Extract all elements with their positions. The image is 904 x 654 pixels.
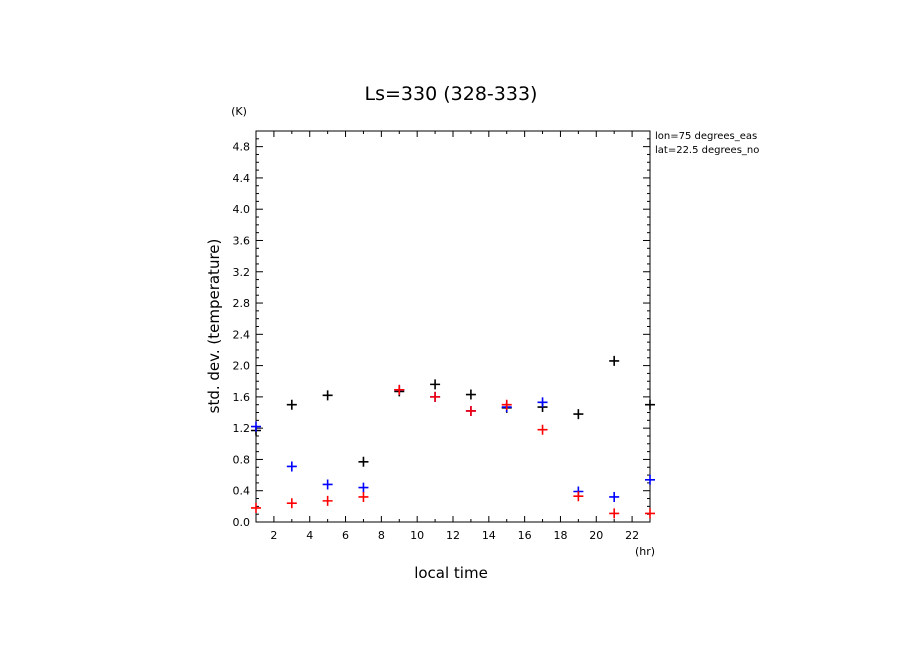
data-point [609, 355, 620, 366]
data-point [465, 405, 476, 416]
plot-frame [255, 130, 651, 523]
data-point [465, 389, 476, 400]
y-tick-label: 0.0 [233, 516, 251, 529]
x-axis-label: local time [414, 564, 488, 582]
y-unit-label: (K) [231, 105, 247, 118]
data-point [322, 495, 333, 506]
chart-title: Ls=330 (328-333) [365, 83, 538, 105]
y-tick-label: 3.6 [233, 234, 251, 247]
data-points [251, 355, 655, 519]
data-point [358, 456, 369, 467]
data-point [286, 498, 297, 509]
data-point [430, 391, 441, 402]
data-point [537, 424, 548, 435]
x-unit-label: (hr) [635, 545, 655, 558]
y-tick-label: 2.4 [233, 328, 251, 341]
axes: 2 4 6 8 10 12 14 16 18 20 22 0.0 0.4 0.8 1.2 1.6 2.0 2.4 2… [233, 131, 651, 542]
y-tick-label: 4.0 [233, 203, 251, 216]
data-point [358, 491, 369, 502]
y-tick-label: 0.8 [233, 453, 251, 466]
data-point [645, 474, 655, 485]
x-tick-label: 2 [270, 529, 277, 542]
data-point [645, 399, 655, 410]
data-point [358, 482, 369, 493]
data-point [609, 491, 620, 502]
data-point [251, 502, 261, 513]
annotation-lat: lat=22.5 degrees_no [655, 145, 759, 156]
y-tick-label: 1.6 [233, 391, 251, 404]
data-point [645, 508, 655, 519]
y-tick-label: 4.4 [233, 172, 251, 185]
x-tick-label: 6 [342, 529, 349, 542]
y-tick-label: 2.0 [233, 360, 251, 373]
data-point [251, 421, 261, 432]
x-tick-label: 8 [378, 529, 385, 542]
x-tick-label: 4 [306, 529, 313, 542]
y-tick-label: 3.2 [233, 266, 251, 279]
x-tick-label: 22 [625, 529, 639, 542]
data-point [573, 409, 584, 420]
x-tick-label: 10 [410, 529, 424, 542]
y-axis-label: std. dev. (temperature) [205, 239, 223, 414]
y-tick-label: 2.8 [233, 297, 251, 310]
data-point [286, 399, 297, 410]
x-tick-label: 18 [553, 529, 567, 542]
data-point [537, 397, 548, 408]
x-tick-label: 12 [446, 529, 460, 542]
x-tick-label: 20 [589, 529, 603, 542]
data-point [573, 491, 584, 502]
y-tick-label: 1.2 [233, 422, 251, 435]
data-point [286, 461, 297, 472]
data-point [609, 508, 620, 519]
annotation-lon: lon=75 degrees_eas [655, 131, 757, 142]
y-tick-label: 0.4 [233, 485, 251, 498]
y-tick-label: 4.8 [233, 141, 251, 154]
data-point [501, 399, 512, 410]
data-point [430, 379, 441, 390]
data-point [322, 479, 333, 490]
x-tick-label: 14 [482, 529, 496, 542]
data-point [322, 390, 333, 401]
data-point [394, 384, 405, 395]
x-tick-label: 16 [518, 529, 532, 542]
